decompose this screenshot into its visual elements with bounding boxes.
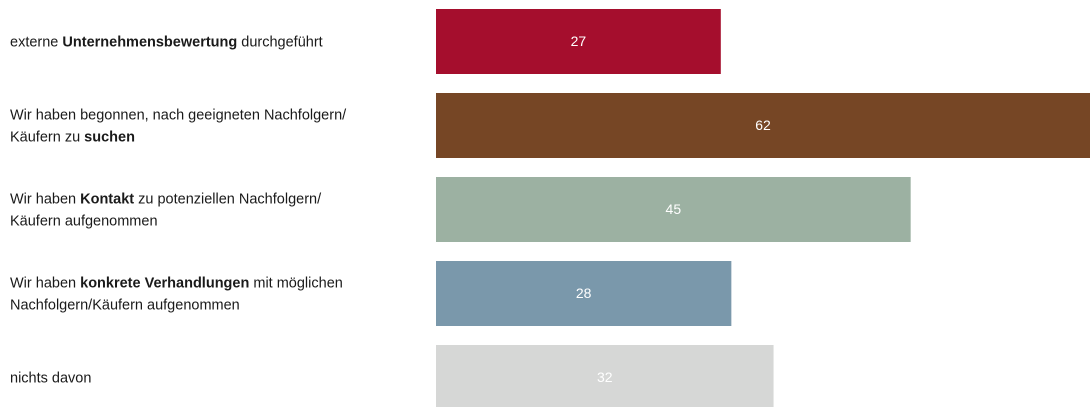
category-label-4-line-2-run-1: Nachfolgern/Käufern aufgenommen: [10, 298, 240, 314]
category-label-2-line-2-run-1: Käufern zu: [10, 130, 84, 146]
category-label-4-line-1-run-1: Wir haben: [10, 276, 80, 292]
category-label-5: nichts davon: [10, 371, 91, 387]
bar-1: [436, 9, 721, 74]
category-label-5-line-1-run-1: nichts davon: [10, 371, 91, 387]
bars: [436, 9, 1090, 407]
value-label-1: 27: [571, 33, 587, 49]
category-label-2: Wir haben begonnen, nach geeigneten Nach…: [10, 108, 347, 146]
category-label-3: Wir haben Kontakt zu potenziellen Nachfo…: [10, 192, 322, 230]
category-label-1-line-1-run-1: externe: [10, 35, 62, 51]
category-label-4-line-1-run-2: konkrete Verhandlungen: [80, 276, 249, 292]
category-label-2-line-1-run-1: Wir haben begonnen, nach geeigneten Nach…: [10, 108, 347, 124]
category-label-3-line-2-run-1: Käufern aufgenommen: [10, 214, 158, 230]
category-label-1-line-1-run-2: Unternehmensbewertung: [62, 35, 237, 51]
category-label-4: Wir haben konkrete Verhandlungen mit mög…: [10, 276, 343, 314]
category-labels: externe Unternehmensbewertung durchgefüh…: [10, 35, 347, 387]
category-label-3-line-1-run-2: Kontakt: [80, 192, 134, 208]
value-label-2: 62: [755, 117, 771, 133]
bar-2: [436, 93, 1090, 158]
bar-4: [436, 261, 732, 326]
value-label-4: 28: [576, 285, 592, 301]
value-label-5: 32: [597, 369, 613, 385]
category-label-2-line-2-run-2: suchen: [84, 130, 135, 146]
category-label-1: externe Unternehmensbewertung durchgefüh…: [10, 35, 323, 51]
value-labels: 27 62 45 28 32: [571, 33, 771, 385]
value-label-3: 45: [666, 201, 682, 217]
category-label-3-line-1-run-3: zu potenziellen Nachfolgern/: [134, 192, 322, 208]
category-label-3-line-1-run-1: Wir haben: [10, 192, 80, 208]
bar-3: [436, 177, 911, 242]
category-label-1-line-1-run-3: durchgeführt: [237, 35, 322, 51]
bar-5: [436, 345, 774, 407]
category-label-4-line-1-run-3: mit möglichen: [249, 276, 342, 292]
